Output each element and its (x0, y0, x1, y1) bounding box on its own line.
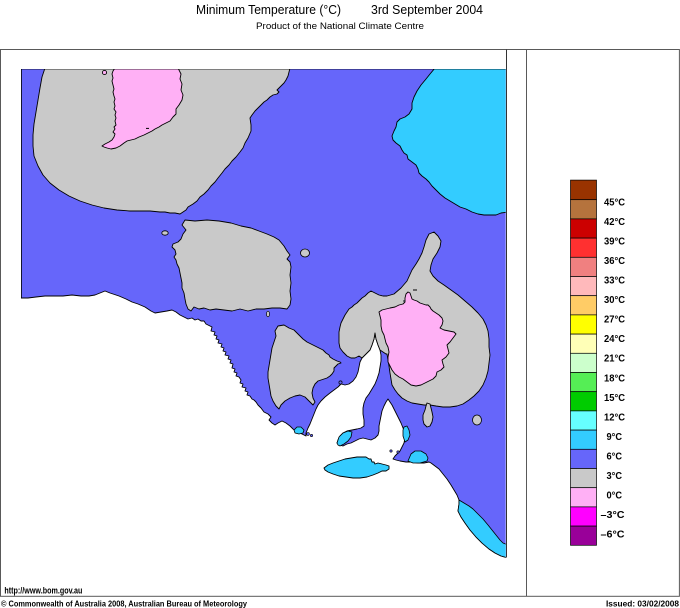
svg-text:3rd September 2004: 3rd September 2004 (371, 3, 483, 17)
svg-text:45°C: 45°C (604, 196, 625, 208)
svg-text:Minimum Temperature (°C): Minimum Temperature (°C) (196, 3, 341, 17)
svg-text:Issued: 03/02/2008: Issued: 03/02/2008 (606, 598, 679, 608)
svg-text:–6°C: –6°C (601, 529, 625, 541)
svg-text:http://www.bom.gov.au: http://www.bom.gov.au (4, 586, 82, 596)
svg-text:15°C: 15°C (604, 392, 625, 404)
svg-text:24°C: 24°C (604, 333, 625, 345)
svg-text:–3°C: –3°C (601, 509, 625, 521)
svg-text:3°C: 3°C (607, 470, 623, 482)
svg-text:9°C: 9°C (607, 431, 623, 443)
svg-text:© Commonwealth of Australia 20: © Commonwealth of Australia 2008, Austra… (1, 598, 247, 608)
svg-text:39°C: 39°C (604, 235, 625, 247)
svg-text:18°C: 18°C (604, 372, 625, 384)
svg-text:36°C: 36°C (604, 255, 625, 267)
svg-text:6°C: 6°C (607, 451, 623, 463)
svg-text:21°C: 21°C (604, 353, 625, 365)
svg-text:12°C: 12°C (604, 411, 625, 423)
svg-text:27°C: 27°C (604, 314, 625, 326)
svg-text:42°C: 42°C (604, 216, 625, 228)
svg-text:0°C: 0°C (607, 490, 623, 502)
svg-text:33°C: 33°C (604, 275, 625, 287)
svg-text:30°C: 30°C (604, 294, 625, 306)
svg-text:Product of the National Climat: Product of the National Climate Centre (256, 21, 424, 32)
